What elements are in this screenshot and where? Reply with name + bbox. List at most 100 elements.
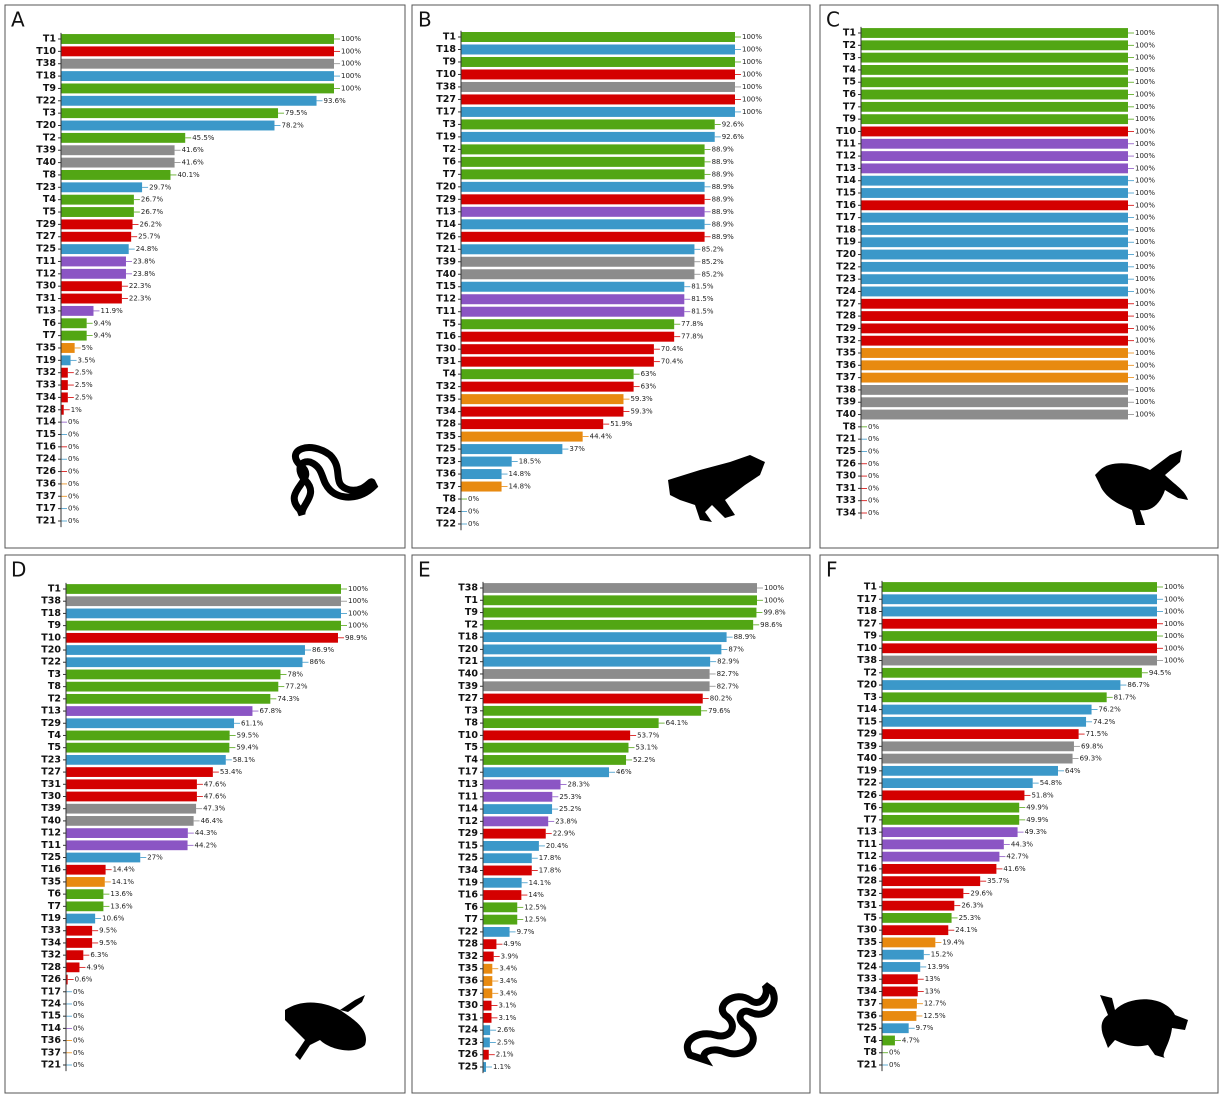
value-label: 12.5% bbox=[524, 916, 547, 924]
category-label: T15 bbox=[458, 840, 478, 851]
category-label: T10 bbox=[41, 632, 61, 643]
value-label: 2.5% bbox=[75, 369, 93, 377]
category-label: T35 bbox=[857, 937, 877, 948]
value-label: 12.7% bbox=[924, 1000, 947, 1008]
category-label: T7 bbox=[864, 814, 877, 825]
category-label: T5 bbox=[43, 207, 56, 218]
value-label: 100% bbox=[1135, 177, 1155, 185]
value-label: 0% bbox=[73, 1024, 84, 1032]
category-label: T37 bbox=[36, 491, 56, 502]
value-label: 0.6% bbox=[75, 976, 93, 984]
bar bbox=[61, 257, 126, 267]
category-label: T5 bbox=[443, 319, 456, 330]
bar bbox=[461, 407, 623, 417]
category-label: T36 bbox=[41, 1035, 61, 1046]
category-label: T27 bbox=[458, 693, 478, 704]
value-label: 100% bbox=[1135, 398, 1155, 406]
bar bbox=[483, 804, 552, 814]
value-label: 59.5% bbox=[237, 731, 260, 739]
value-label: 0% bbox=[68, 517, 79, 525]
bar bbox=[66, 621, 341, 631]
bar bbox=[61, 380, 68, 390]
value-label: 14% bbox=[528, 891, 544, 899]
value-label: 100% bbox=[341, 60, 361, 68]
value-label: 18.5% bbox=[519, 458, 542, 466]
bar bbox=[882, 692, 1107, 702]
bar bbox=[461, 244, 694, 254]
category-label: T7 bbox=[443, 169, 456, 180]
value-label: 70.4% bbox=[661, 345, 684, 353]
value-label: 14.1% bbox=[529, 879, 552, 887]
category-label: T39 bbox=[36, 145, 56, 156]
category-label: T23 bbox=[836, 274, 856, 285]
category-label: T1 bbox=[864, 582, 877, 593]
value-label: 0% bbox=[73, 1049, 84, 1057]
category-label: T39 bbox=[41, 803, 61, 814]
bar bbox=[66, 877, 105, 887]
bar bbox=[461, 382, 634, 392]
value-label: 12.5% bbox=[524, 903, 547, 911]
category-label: T4 bbox=[465, 754, 478, 765]
category-label: T20 bbox=[436, 181, 456, 192]
value-label: 3.1% bbox=[498, 1002, 516, 1010]
bar bbox=[66, 609, 341, 619]
bar bbox=[882, 876, 980, 886]
value-label: 3.5% bbox=[78, 356, 96, 364]
bar bbox=[483, 1013, 491, 1023]
value-label: 100% bbox=[1135, 312, 1155, 320]
value-label: 58.1% bbox=[233, 756, 256, 764]
value-label: 100% bbox=[1135, 374, 1155, 382]
category-label: T17 bbox=[836, 212, 856, 223]
value-label: 100% bbox=[348, 585, 368, 593]
category-label: T40 bbox=[41, 815, 61, 826]
value-label: 0% bbox=[868, 472, 879, 480]
bar bbox=[61, 108, 278, 118]
category-label: T31 bbox=[41, 779, 61, 790]
category-label: T4 bbox=[864, 1035, 877, 1046]
category-label: T40 bbox=[436, 269, 456, 280]
category-label: T6 bbox=[843, 89, 856, 100]
bar bbox=[483, 1001, 491, 1011]
value-label: 88.9% bbox=[712, 145, 735, 153]
bar bbox=[483, 866, 532, 876]
category-label: T11 bbox=[436, 306, 456, 317]
category-label: T28 bbox=[41, 962, 61, 973]
bar bbox=[66, 743, 229, 753]
category-label: T15 bbox=[836, 188, 856, 199]
bar bbox=[882, 656, 1157, 666]
bar bbox=[483, 902, 517, 912]
value-label: 9.5% bbox=[99, 927, 117, 935]
category-label: T15 bbox=[41, 1011, 61, 1022]
category-label: T3 bbox=[443, 119, 456, 130]
value-label: 71.5% bbox=[1086, 730, 1109, 738]
category-label: T37 bbox=[836, 372, 856, 383]
bar bbox=[483, 780, 561, 790]
value-label: 76.2% bbox=[1099, 706, 1122, 714]
bar bbox=[882, 803, 1019, 813]
bar bbox=[61, 392, 68, 402]
category-label: T26 bbox=[836, 458, 856, 469]
bar bbox=[461, 332, 674, 342]
value-label: 41.6% bbox=[182, 159, 205, 167]
category-label: T6 bbox=[864, 802, 877, 813]
bar bbox=[882, 754, 1073, 764]
bar bbox=[61, 368, 68, 378]
category-label: T9 bbox=[43, 83, 56, 94]
category-label: T39 bbox=[857, 741, 877, 752]
bar bbox=[483, 755, 626, 765]
bar bbox=[66, 767, 213, 777]
value-label: 100% bbox=[1164, 632, 1184, 640]
category-label: T1 bbox=[443, 32, 456, 43]
category-label: T10 bbox=[458, 730, 478, 741]
bar bbox=[461, 44, 735, 54]
bar bbox=[882, 790, 1024, 800]
value-label: 0% bbox=[68, 443, 79, 451]
category-label: T32 bbox=[36, 367, 56, 378]
bar bbox=[882, 582, 1157, 592]
category-label: T30 bbox=[836, 471, 856, 482]
value-label: 92.6% bbox=[722, 120, 745, 128]
value-label: 13% bbox=[925, 975, 941, 983]
value-label: 53.4% bbox=[220, 768, 243, 776]
bar bbox=[483, 1038, 490, 1048]
category-label: T34 bbox=[436, 406, 456, 417]
